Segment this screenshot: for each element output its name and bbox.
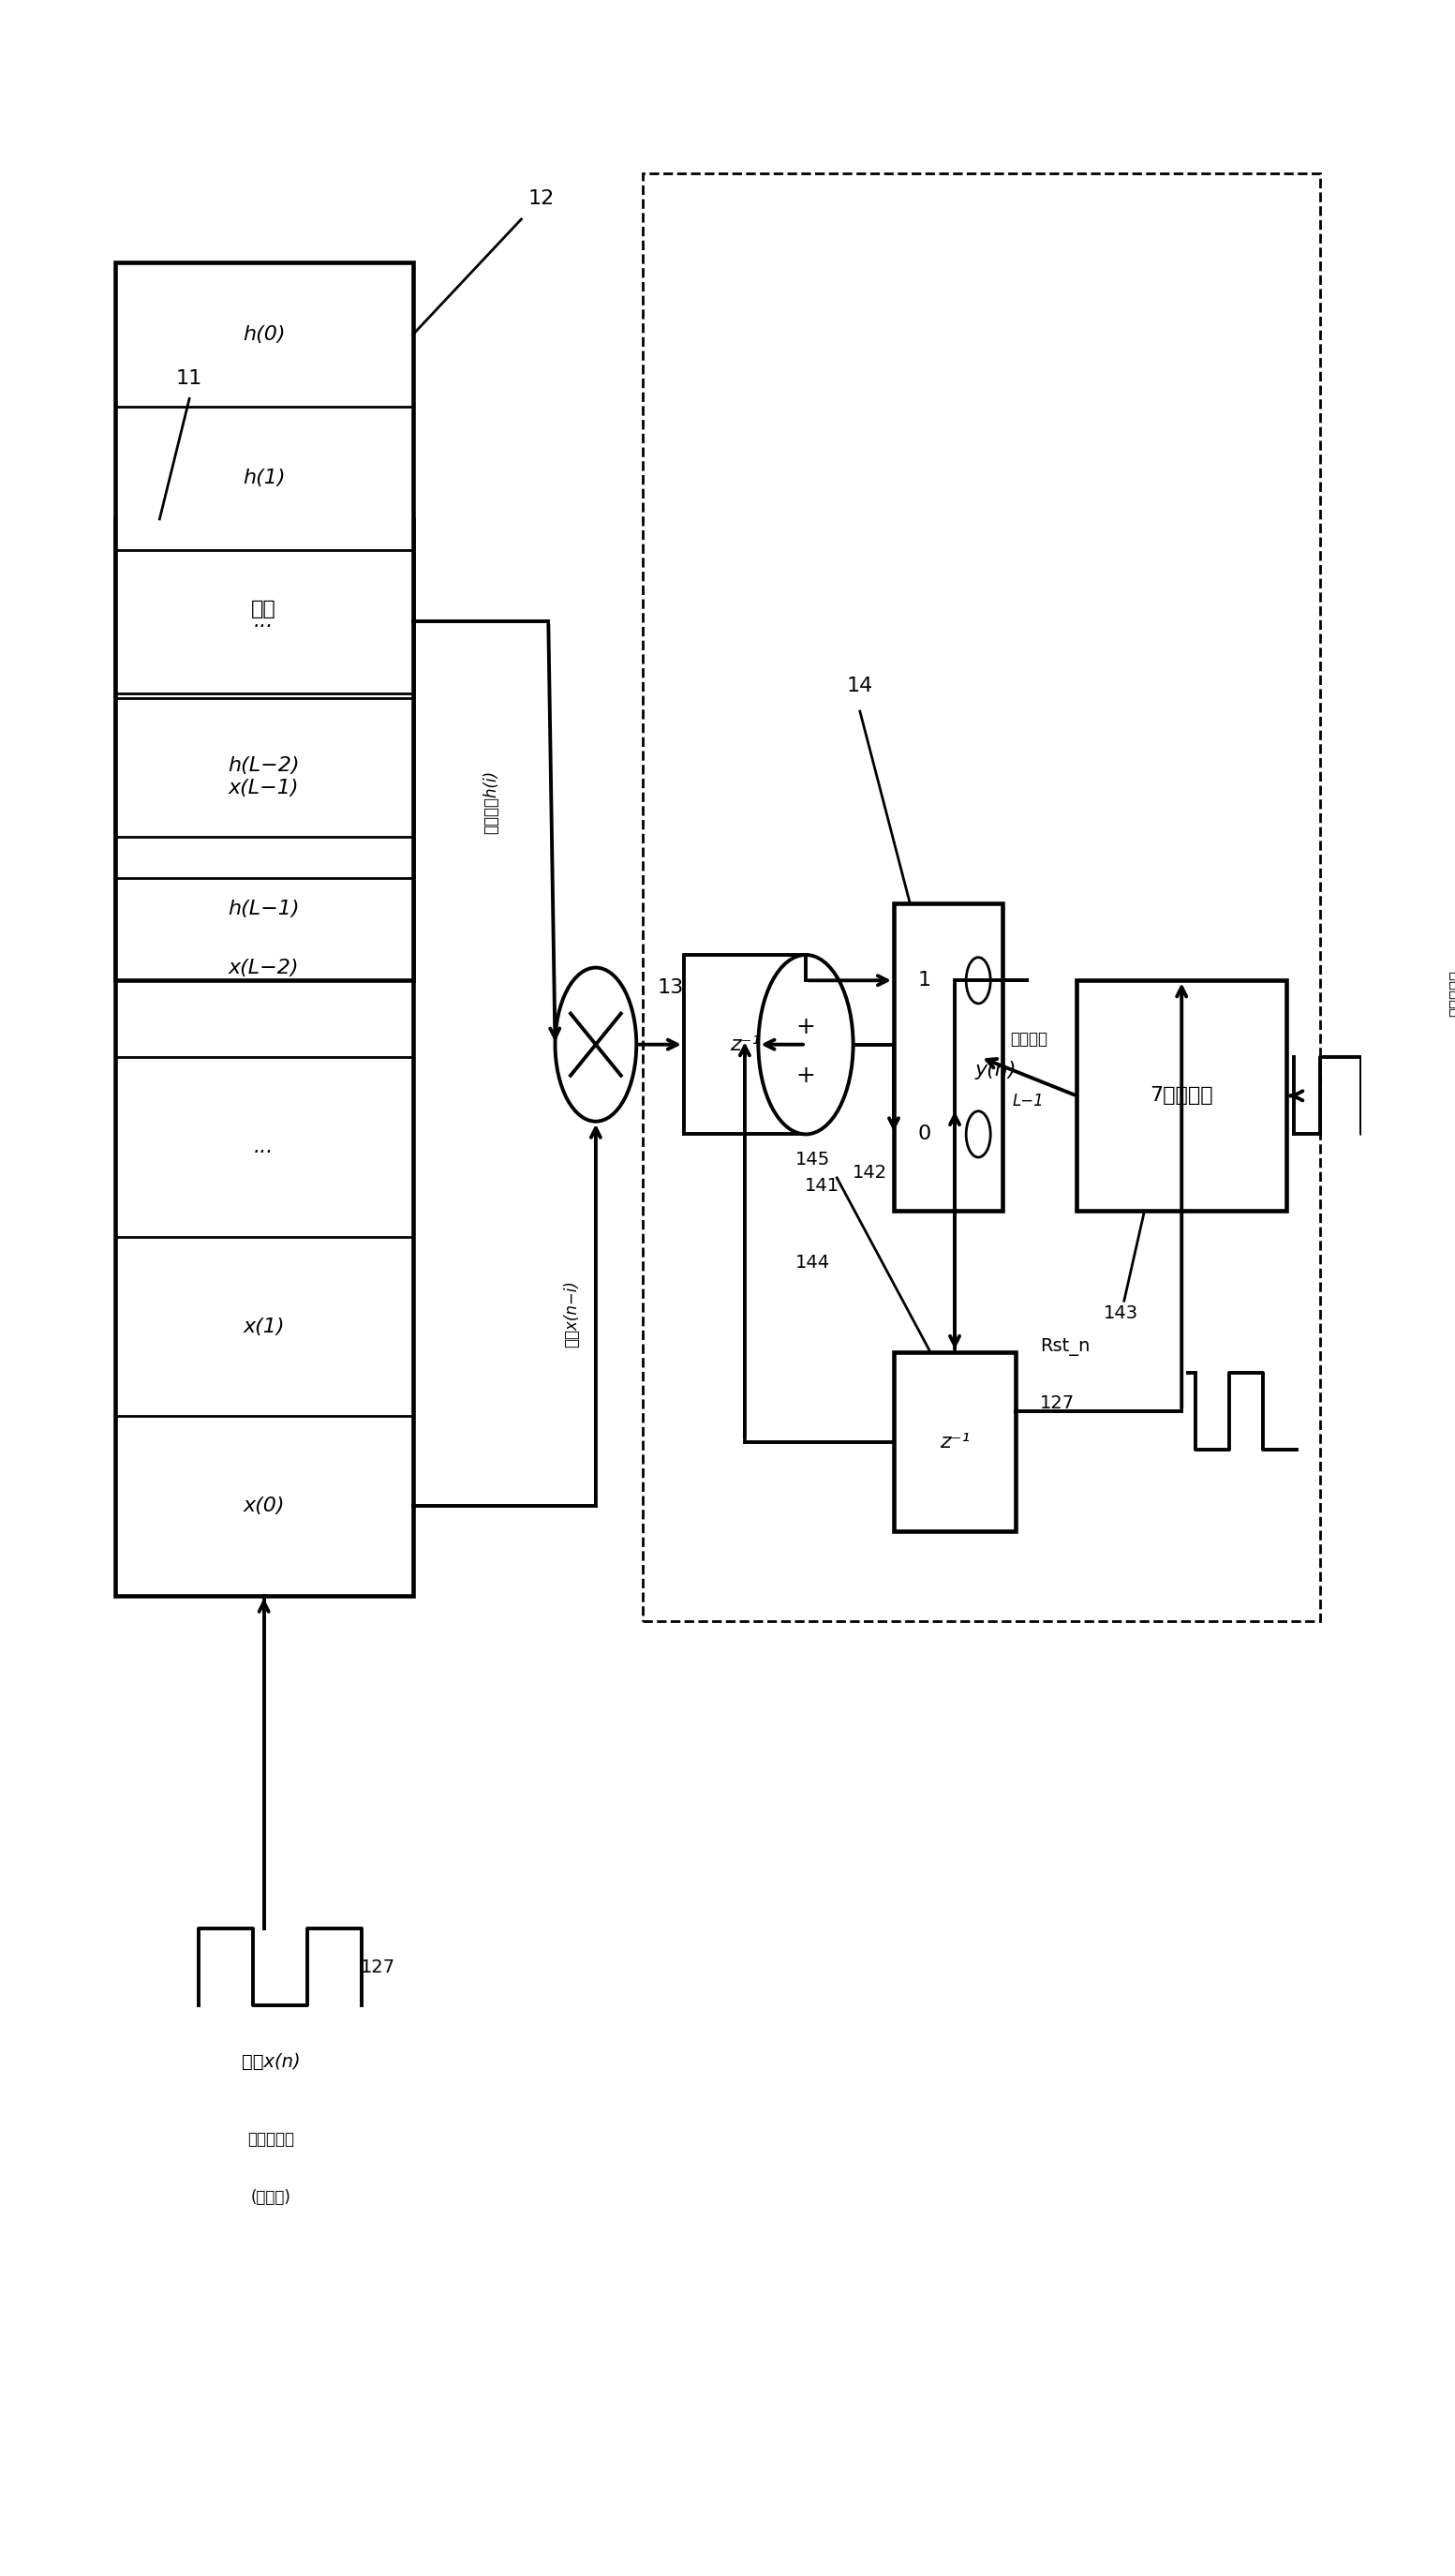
Text: 空闲: 空闲 — [252, 600, 276, 618]
Text: 读出x(n−i): 读出x(n−i) — [563, 1280, 579, 1347]
Bar — [643, 173, 1321, 1620]
Bar — [1077, 981, 1286, 1211]
Text: 14: 14 — [847, 677, 873, 696]
Text: 142: 142 — [853, 1164, 886, 1182]
Bar — [893, 904, 1002, 1211]
Text: 127: 127 — [1040, 1394, 1075, 1412]
Text: h(L−1): h(L−1) — [228, 899, 300, 917]
Bar — [115, 520, 413, 1595]
Text: h(1): h(1) — [243, 469, 285, 487]
Text: 写控制信号: 写控制信号 — [1448, 969, 1455, 1018]
Text: L−1: L−1 — [1013, 1092, 1045, 1110]
Text: 写入x(n): 写入x(n) — [242, 2053, 300, 2071]
Text: 7位计数器: 7位计数器 — [1149, 1087, 1213, 1105]
Text: Rst_n: Rst_n — [1040, 1337, 1090, 1355]
Text: 143: 143 — [1104, 1303, 1138, 1321]
Circle shape — [966, 1110, 991, 1157]
Text: 输出大于: 输出大于 — [1010, 1030, 1048, 1048]
Text: y(n): y(n) — [975, 1061, 1017, 1079]
Text: 抽头系数h(i): 抽头系数h(i) — [483, 770, 499, 835]
Bar — [115, 263, 413, 981]
Text: +: + — [796, 1015, 815, 1038]
Text: 145: 145 — [794, 1151, 829, 1170]
Text: x(1): x(1) — [243, 1316, 285, 1337]
Text: z⁻¹: z⁻¹ — [940, 1432, 970, 1450]
Text: h(L−2): h(L−2) — [228, 755, 300, 775]
Text: ...: ... — [253, 613, 274, 631]
Text: 127: 127 — [361, 1958, 396, 1976]
Text: ...: ... — [253, 1139, 274, 1157]
Text: h(0): h(0) — [243, 325, 285, 345]
Text: 12: 12 — [528, 191, 554, 209]
Text: 11: 11 — [176, 368, 202, 386]
Text: 13: 13 — [658, 979, 684, 997]
Bar — [684, 956, 806, 1133]
Bar — [893, 1352, 1016, 1533]
Text: 0: 0 — [918, 1126, 931, 1144]
Text: x(L−2): x(L−2) — [228, 958, 300, 976]
Circle shape — [758, 956, 853, 1133]
Text: 141: 141 — [805, 1177, 840, 1195]
Text: (低有效): (低有效) — [250, 2190, 291, 2205]
Text: x(L−1): x(L−1) — [228, 778, 300, 799]
Text: 写控制信号: 写控制信号 — [247, 2130, 294, 2148]
Circle shape — [556, 969, 636, 1121]
Text: x(0): x(0) — [243, 1497, 285, 1515]
Text: z⁻¹: z⁻¹ — [729, 1036, 760, 1054]
Circle shape — [966, 958, 991, 1005]
Text: 144: 144 — [794, 1255, 829, 1273]
Text: 1: 1 — [918, 971, 931, 989]
Text: +: + — [796, 1064, 815, 1087]
